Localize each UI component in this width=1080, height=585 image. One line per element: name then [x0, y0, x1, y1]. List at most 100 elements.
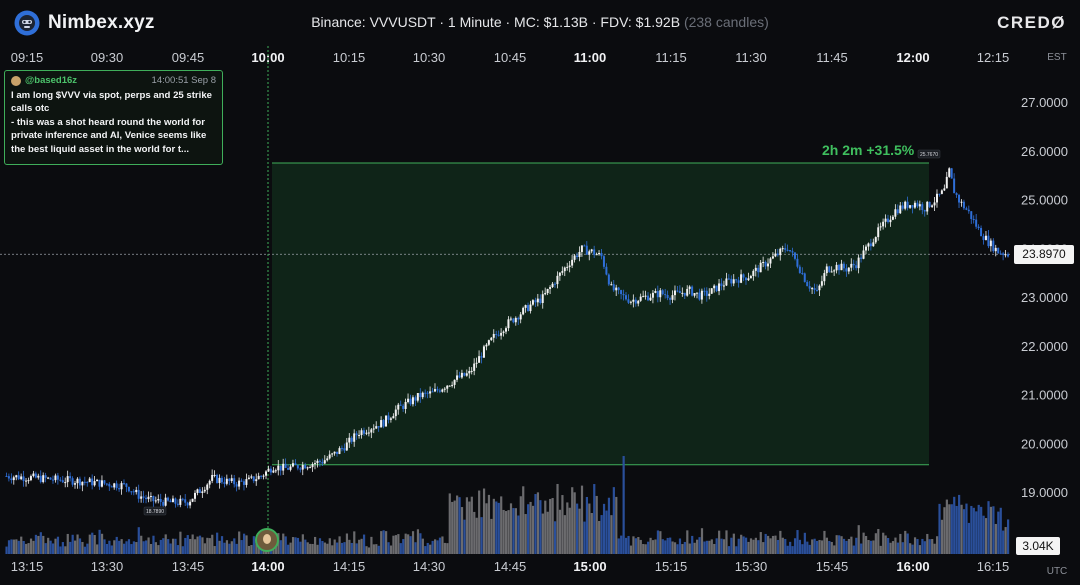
candle-body: [833, 270, 836, 272]
candle-body: [130, 491, 133, 493]
candle-body: [588, 251, 591, 255]
volume-bar: [811, 539, 814, 554]
candle-body: [975, 219, 978, 227]
candle-body: [891, 216, 894, 220]
volume-bar: [524, 514, 527, 554]
volume-bar: [83, 546, 87, 554]
candle-body: [803, 273, 806, 282]
candle-body: [122, 483, 125, 485]
volume-bar: [287, 544, 290, 554]
candle-body: [389, 418, 392, 420]
candle-body: [487, 340, 490, 345]
bottom-time-tick: 13:15: [11, 559, 44, 574]
volume-bar: [588, 503, 591, 554]
tweet-line: the best liquid asset in the world for t…: [11, 143, 190, 155]
volume-bar: [747, 541, 750, 554]
volume-bar: [42, 535, 45, 554]
candle-body: [546, 288, 549, 294]
tweet-card[interactable]: @based16z 14:00:51 Sep 8 I am long $VVV …: [4, 70, 223, 165]
candle-body: [950, 168, 953, 179]
candle-body: [294, 463, 297, 466]
candle-body: [433, 389, 436, 392]
volume-bar: [103, 539, 106, 554]
volume-bar: [928, 539, 931, 554]
volume-bar: [740, 534, 743, 554]
volume-bar: [299, 541, 302, 554]
volume-bar: [806, 541, 809, 554]
candle-body: [759, 262, 762, 273]
volume-bar: [389, 545, 393, 554]
volume-bar: [720, 538, 723, 554]
volume-bar: [637, 537, 640, 554]
tweet-marker-avatar[interactable]: [255, 528, 279, 552]
candle-body: [213, 474, 216, 476]
volume-bar: [649, 537, 652, 554]
candle-body: [847, 267, 850, 272]
candle-body: [656, 291, 659, 298]
candle-body: [882, 221, 885, 227]
volume-bar: [326, 543, 329, 554]
volume-bar: [771, 535, 775, 554]
candle-body: [972, 219, 975, 221]
volume-bar: [17, 540, 20, 554]
volume-bar: [372, 544, 375, 554]
volume-bar: [708, 540, 711, 554]
candle-body: [659, 290, 662, 298]
candle-body: [414, 397, 417, 401]
volume-bar: [860, 543, 863, 554]
volume-bar: [392, 535, 395, 554]
volume-bar: [377, 545, 380, 554]
candle-body: [98, 479, 101, 487]
candle-body: [500, 332, 503, 336]
volume-bar: [634, 538, 637, 554]
volume-bar: [796, 530, 799, 554]
candle-body: [179, 498, 182, 505]
candle-body: [649, 297, 652, 301]
candle-body: [1007, 254, 1009, 257]
volume-bar: [948, 504, 951, 554]
candle-body: [742, 274, 745, 278]
candle-body: [796, 258, 799, 267]
volume-bar: [872, 540, 875, 554]
candle-body: [15, 475, 18, 478]
volume-bar: [502, 509, 505, 554]
volume-bar: [605, 510, 608, 554]
candle-body: [279, 465, 282, 471]
candle-body: [980, 228, 983, 237]
candle-body: [899, 205, 902, 214]
volume-bar: [91, 532, 94, 554]
candle-body: [29, 476, 32, 481]
credo-logo[interactable]: CREDØ: [997, 13, 1066, 32]
candle-body: [458, 375, 461, 378]
candle-body: [786, 249, 789, 251]
volume-bar: [443, 542, 446, 554]
volume-bar: [118, 540, 121, 554]
bottom-time-tick: 15:15: [655, 559, 688, 574]
volume-bar: [607, 497, 611, 554]
bottom-time-tick: 16:15: [977, 559, 1010, 574]
volume-bar: [651, 540, 655, 554]
brand[interactable]: Nimbex.xyz: [14, 10, 155, 36]
candle-body: [806, 281, 809, 287]
volume-bar: [76, 534, 79, 554]
volume-bar: [453, 500, 456, 554]
candle-body: [269, 468, 272, 473]
volume-bar: [987, 501, 990, 554]
volume-bar: [238, 531, 241, 554]
volume-bar: [463, 519, 466, 554]
candle-body: [801, 272, 804, 274]
volume-bar: [433, 539, 437, 554]
candle-body: [967, 209, 970, 212]
volume-bar: [759, 532, 762, 554]
top-time-tick: 10:30: [413, 50, 446, 65]
candle-body: [703, 290, 706, 292]
volume-bar: [218, 540, 221, 554]
candle-body: [855, 265, 858, 269]
candle-body: [669, 298, 672, 300]
candle-body: [622, 294, 625, 296]
candle-body: [186, 502, 189, 506]
candle-body: [382, 420, 385, 427]
volume-bar: [149, 544, 153, 554]
candle-body: [198, 489, 201, 493]
